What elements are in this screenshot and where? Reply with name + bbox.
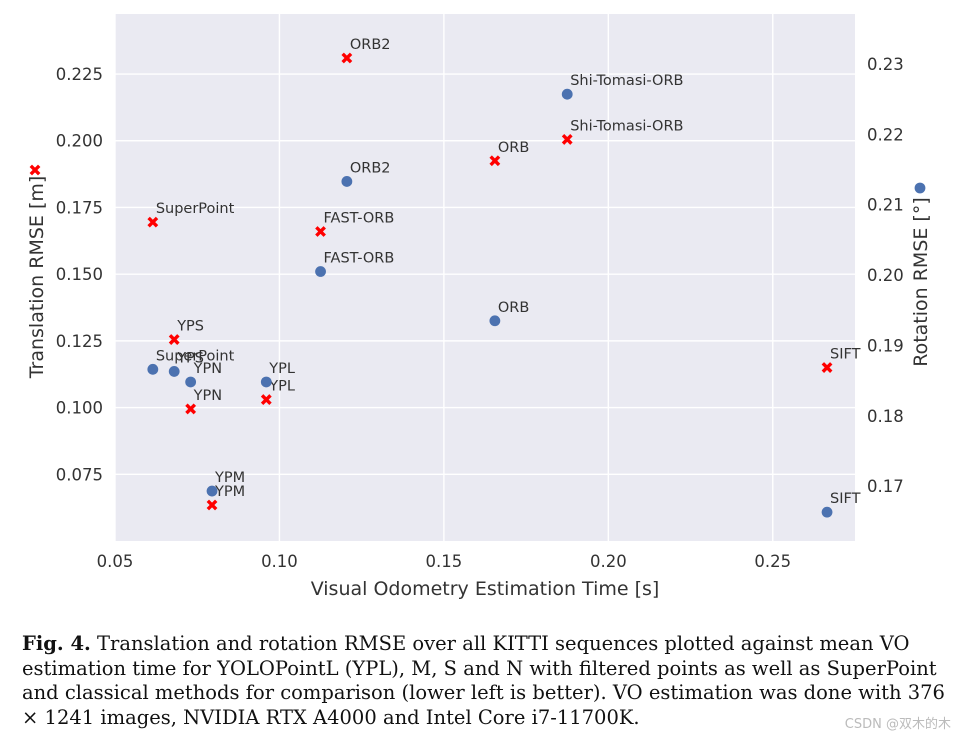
y-tick-label-left: 0.100 (56, 399, 103, 418)
circle-marker (914, 182, 926, 194)
x-tick-label: 0.20 (590, 552, 627, 571)
figure-caption: Fig. 4. Translation and rotation RMSE ov… (22, 632, 952, 730)
circle-marker (260, 376, 272, 388)
x-marker (206, 499, 218, 511)
scatter-chart: 0.05 0.10 0.15 0.20 0.25 0.075 0.100 0.125 0.150… (26, 14, 932, 600)
plot-area (115, 14, 855, 541)
x-marker (315, 226, 326, 237)
y-tick-label-left: 0.150 (56, 265, 103, 284)
x-marker (489, 155, 501, 167)
point-label: SIFT (830, 491, 861, 507)
x-marker (260, 394, 272, 405)
circle-marker (561, 88, 573, 100)
y-tick-label-right: 0.18 (867, 407, 904, 426)
y-tick-label-left: 0.125 (56, 332, 103, 351)
y-axis-label-right: Rotation RMSE [°] (910, 197, 932, 367)
grid-lines (114, 14, 855, 541)
tick-labels: 0.05 0.10 0.15 0.20 0.25 0.075 0.100 0.125 0.150… (56, 55, 904, 571)
point-label: YPL (268, 361, 295, 377)
point-label: YPM (214, 470, 245, 486)
x-marker (341, 52, 353, 64)
point-label: YPM (214, 484, 245, 500)
point-label: ORB (498, 140, 529, 156)
point-label: YPS (176, 319, 204, 335)
circle-marker (489, 315, 501, 327)
caption-text: Translation and rotation RMSE over all K… (22, 632, 945, 729)
point-label: YPN (193, 388, 222, 404)
y-tick-label-left: 0.175 (56, 198, 103, 217)
circle-marker (185, 376, 197, 388)
y-tick-label-right: 0.21 (867, 196, 904, 215)
y-tick-label-left: 0.225 (56, 65, 103, 84)
y-tick-label-right: 0.17 (867, 477, 904, 496)
point-label: YPL (268, 379, 295, 395)
x-marker (147, 216, 159, 228)
x-tick-label: 0.25 (754, 552, 791, 571)
caption-fig-label: Fig. 4. (22, 632, 91, 655)
circle-marker (206, 485, 218, 497)
point-label: Shi-Tomasi-ORB (570, 73, 683, 89)
x-marker (821, 362, 833, 373)
x-tick-label: 0.15 (426, 552, 463, 571)
x-axis-label: Visual Odometry Estimation Time [s] (311, 578, 660, 600)
point-label: FAST-ORB (324, 251, 395, 267)
circle-marker (168, 366, 180, 377)
axis-markers (29, 164, 926, 194)
point-label: ORB (498, 300, 529, 316)
point-label: SuperPoint (156, 201, 235, 217)
x-marker (168, 334, 180, 345)
point-label: SIFT (830, 347, 861, 363)
point-label: Shi-Tomasi-ORB (570, 118, 683, 134)
x-tick-label: 0.10 (261, 552, 298, 571)
y-tick-label-left: 0.200 (56, 132, 103, 151)
watermark: CSDN @双木的木 (844, 717, 951, 732)
point-label: ORB2 (350, 160, 391, 176)
circle-marker (315, 266, 326, 277)
point-label: FAST-ORB (324, 210, 395, 226)
point-label: YPS (176, 350, 204, 366)
circle-marker (147, 363, 159, 375)
x-tick-label: 0.05 (97, 552, 134, 571)
data-points: ORB2 Shi-Tomasi-ORB ORB SuperPoint FAST-ORB Y… (147, 37, 861, 518)
x-marker (561, 134, 573, 145)
circle-marker (821, 506, 833, 518)
y-tick-label-right: 0.22 (867, 125, 904, 144)
y-tick-label-right: 0.23 (867, 55, 904, 74)
y-tick-label-right: 0.19 (867, 336, 904, 355)
y-axis-label-left: Translation RMSE [m] (26, 176, 48, 380)
point-label: SuperPoint (156, 348, 235, 364)
x-marker (29, 164, 41, 176)
point-label: ORB2 (350, 37, 391, 53)
point-label: YPN (193, 361, 222, 377)
y-tick-label-left: 0.075 (56, 465, 103, 484)
circle-marker (341, 176, 353, 187)
y-tick-label-right: 0.20 (867, 266, 904, 285)
x-marker (185, 403, 197, 415)
